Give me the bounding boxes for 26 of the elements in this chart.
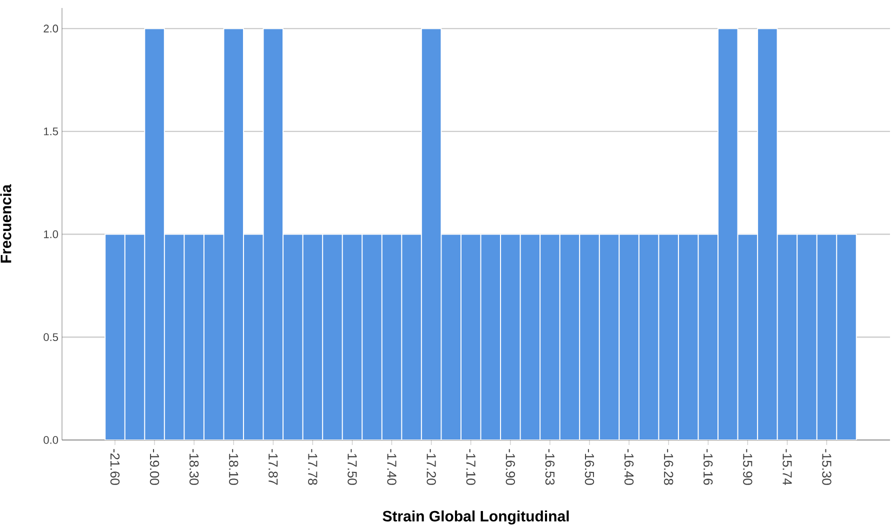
x-tick-label: -21.60 — [110, 449, 120, 485]
x-tick-label: -17.10 — [466, 449, 476, 485]
y-tick-label: 0.5 — [44, 333, 58, 342]
x-tick-label: -17.40 — [387, 449, 396, 485]
x-tick-label: -16.50 — [584, 449, 594, 485]
y-tick-label: 1.5 — [44, 128, 58, 136]
y-tick-label: 1.0 — [44, 230, 58, 238]
x-tick-label: -17.87 — [268, 449, 278, 485]
y-tick-label: 2.0 — [44, 24, 58, 32]
x-tick-label: -18.30 — [189, 449, 199, 485]
x-tick-label: -18.10 — [229, 449, 238, 485]
x-tick-label: -15.30 — [822, 449, 832, 485]
x-tick-label: -17.20 — [426, 449, 436, 485]
x-tick-label: -17.50 — [348, 449, 357, 485]
x-tick-label: -15.90 — [743, 449, 752, 485]
y-axis-title: Frecuencia — [0, 184, 12, 263]
x-tick-label: -19.00 — [150, 449, 160, 485]
x-tick-label: -17.78 — [308, 449, 318, 485]
x-tick-label: -16.28 — [664, 449, 674, 485]
x-tick-label: -16.16 — [704, 449, 713, 485]
y-tick-label: 0.0 — [44, 436, 58, 444]
x-tick-label: -16.90 — [506, 449, 516, 485]
x-tick-label: -16.53 — [545, 449, 555, 485]
x-tick-label: -15.74 — [782, 449, 792, 485]
x-axis-title: Strain Global Longitudinal — [382, 510, 569, 525]
x-tick-label: -16.40 — [624, 449, 634, 485]
